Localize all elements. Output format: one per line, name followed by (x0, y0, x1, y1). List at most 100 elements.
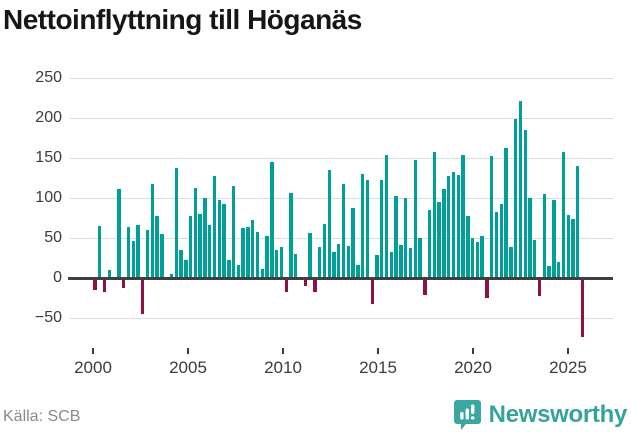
y-axis-label: −50 (34, 309, 62, 326)
bar-positive (251, 220, 255, 278)
bar-positive (198, 214, 202, 278)
bar-positive (437, 202, 441, 278)
bar-positive (461, 154, 465, 278)
x-axis-label: 2005 (169, 358, 207, 377)
bar-positive (203, 198, 207, 278)
x-axis-label: 2025 (549, 358, 587, 377)
bar-positive (126, 226, 131, 278)
bar-positive (308, 233, 312, 278)
bar-negative (423, 278, 427, 295)
bar-positive (265, 236, 269, 278)
y-axis-label: 250 (35, 69, 62, 86)
bar-positive (150, 184, 155, 278)
gridline--50 (70, 317, 613, 319)
bar-positive (322, 223, 327, 278)
y-axis-label: 0 (53, 269, 62, 286)
bar-positive (317, 246, 322, 278)
bar-positive (255, 231, 260, 278)
bar-positive (174, 168, 178, 278)
bar-positive (107, 270, 112, 278)
bar-positive (408, 248, 413, 278)
bar-negative (93, 278, 97, 290)
bar-negative (313, 278, 317, 293)
x-axis-tick (472, 348, 474, 354)
y-axis-label: 50 (44, 229, 62, 246)
bar-positive (145, 230, 150, 278)
x-axis-tick (92, 348, 94, 354)
bar-positive (236, 265, 241, 278)
bar-positive (576, 166, 580, 278)
bar-positive (337, 243, 341, 278)
bar-positive (184, 259, 188, 278)
bar-positive (188, 216, 193, 278)
bar-positive (327, 170, 331, 278)
gridline-250 (70, 77, 613, 79)
bar-positive (208, 225, 212, 278)
bar-positive (571, 218, 575, 278)
bar-positive (270, 162, 274, 278)
x-axis-label: 2010 (264, 358, 302, 377)
bar-positive (384, 154, 389, 278)
bar-positive (155, 216, 159, 278)
bar-positive (279, 246, 284, 278)
bar-positive (131, 241, 135, 278)
bar-positive (413, 159, 417, 278)
gridline-200 (70, 117, 613, 119)
bar-positive (404, 198, 408, 278)
bar-negative (485, 278, 489, 298)
bar-negative (121, 278, 126, 289)
bar-positive (399, 245, 403, 278)
bar-positive (490, 156, 494, 278)
bar-positive (418, 238, 422, 278)
bar-positive (274, 250, 279, 278)
bar-positive (346, 246, 351, 278)
bar-positive (504, 147, 508, 278)
bar-positive (523, 130, 527, 278)
bar-positive (289, 193, 293, 278)
y-axis-label: 200 (35, 109, 62, 126)
source-caption: Källa: SCB (3, 408, 81, 425)
bar-positive (351, 208, 355, 278)
bar-positive (212, 176, 217, 278)
bar-negative (141, 278, 145, 314)
bar-negative (284, 278, 288, 293)
bar-positive (432, 151, 437, 278)
bar-positive (394, 196, 398, 278)
brand-name: Newsworthy (488, 401, 628, 428)
bar-positive (533, 239, 537, 278)
bar-positive (222, 204, 226, 278)
bar-negative (303, 278, 307, 286)
bar-positive (456, 174, 460, 278)
bar-positive (447, 176, 451, 278)
bar-positive (380, 179, 384, 278)
x-axis-tick (377, 348, 379, 354)
gridline-150 (70, 157, 613, 159)
bar-positive (528, 198, 532, 278)
bar-positive (360, 174, 365, 278)
zero-axis-line (68, 276, 613, 280)
bar-positive (136, 225, 140, 278)
bar-positive (169, 274, 174, 278)
x-axis-label: 2000 (74, 358, 112, 377)
bar-negative (102, 278, 107, 292)
bar-positive (509, 246, 513, 278)
bar-positive (356, 265, 360, 278)
bar-positive (260, 269, 264, 278)
chart-title: Nettoinflyttning till Höganäs (3, 4, 362, 35)
bar-positive (475, 242, 480, 278)
bar-positive (294, 254, 298, 278)
bar-positive (480, 236, 484, 278)
bar-positive (117, 189, 121, 278)
gridline-100 (70, 197, 613, 199)
bar-positive (547, 266, 551, 278)
bar-positive (561, 152, 566, 278)
bar-positive (499, 204, 503, 278)
bar-positive (98, 226, 102, 278)
brand-logo: Newsworthy (453, 399, 628, 431)
bar-positive (470, 238, 475, 278)
bar-positive (556, 262, 561, 278)
bar-negative (580, 278, 585, 338)
newsworthy-icon (453, 399, 481, 431)
x-axis-tick (567, 348, 569, 354)
